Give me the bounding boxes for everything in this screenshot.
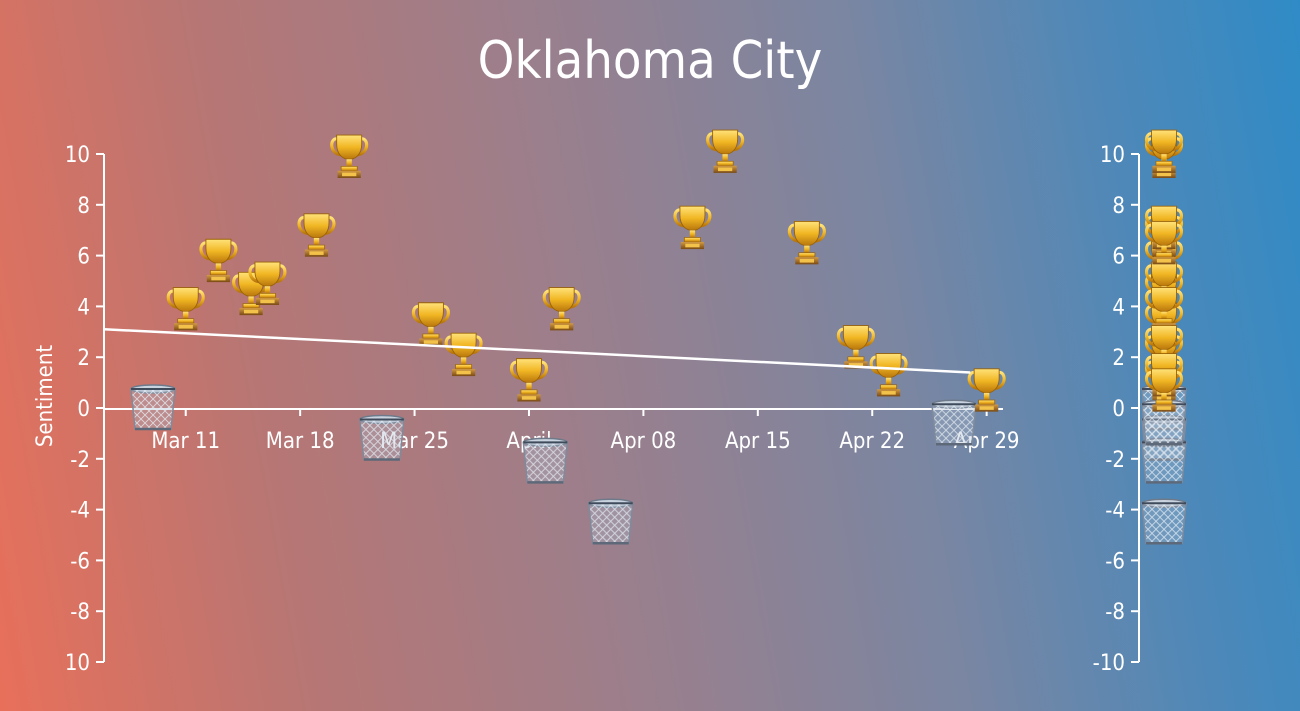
- trash-bin-icon: [930, 398, 978, 446]
- trophy-icon: [509, 356, 549, 404]
- y-tick-label: 10: [65, 651, 90, 676]
- side-y-tick-label: -2: [1105, 448, 1125, 473]
- trophy-icon: [1144, 128, 1184, 175]
- trophy-icon: [787, 219, 827, 267]
- x-tick-label: Apr 15: [725, 429, 791, 454]
- y-tick-label: 6: [77, 245, 90, 270]
- x-tick-label: Mar 18: [266, 429, 335, 454]
- chart-title: Oklahoma City: [478, 31, 823, 91]
- y-tick-label: 10: [65, 143, 90, 168]
- trophy-icon: [705, 128, 745, 175]
- trophy-icon: [542, 285, 581, 333]
- side-y-tick-label: 6: [1112, 245, 1125, 270]
- trophy-icon: [444, 331, 483, 378]
- trophy-icon: [673, 204, 712, 251]
- y-tick-label: -6: [70, 549, 90, 574]
- side-y-tick-label: 8: [1112, 194, 1125, 219]
- x-tick-label: Apr 08: [611, 429, 677, 454]
- y-tick-label: -8: [70, 600, 90, 625]
- y-axis-title: Sentiment: [33, 345, 58, 448]
- y-tick-label: 0: [77, 397, 90, 422]
- y-tick-label: -2: [70, 448, 90, 473]
- trend-line: [103, 328, 971, 374]
- trophy-icon: [297, 212, 336, 259]
- side-y-tick-label: -8: [1105, 600, 1125, 625]
- x-tick-label: Apr 22: [839, 429, 905, 454]
- trash-bin-icon: [1140, 498, 1188, 545]
- marginal-strip: 10 8 6 4 2 0 -2 -4 -6 -8 -10: [1093, 128, 1188, 676]
- trophy-icon: [869, 351, 908, 399]
- y-tick-label: 4: [77, 295, 90, 320]
- side-y-tick-label: -6: [1105, 549, 1125, 574]
- trophy-icon: [329, 133, 369, 180]
- y-tick-label: 2: [77, 346, 90, 371]
- side-y-tick-label: 10: [1100, 143, 1125, 168]
- x-tick-label: Mar 11: [151, 429, 220, 454]
- trash-bin-icon: [358, 414, 406, 461]
- trash-bin-icon: [587, 498, 634, 545]
- side-y-tick-label: 2: [1112, 346, 1125, 371]
- y-tick-label: -4: [70, 499, 90, 524]
- side-y-tick-label: 0: [1112, 397, 1125, 422]
- side-y-tick-label: -4: [1105, 499, 1125, 524]
- trash-bin-icon: [522, 437, 569, 484]
- trophy-icon: [199, 237, 238, 284]
- trash-bin-icon: [129, 383, 177, 431]
- y-tick-label: 8: [77, 194, 90, 219]
- trophy-icon: [411, 301, 451, 348]
- side-y-tick-label: -10: [1093, 651, 1125, 676]
- side-y-tick-label: 4: [1112, 295, 1125, 320]
- trophy-icon: [166, 285, 205, 333]
- trophy-icon: [836, 323, 876, 371]
